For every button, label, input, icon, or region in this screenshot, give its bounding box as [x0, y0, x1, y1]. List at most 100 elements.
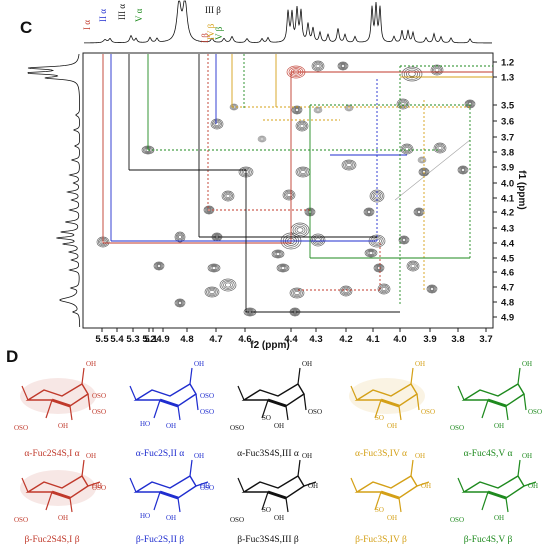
x-tick-label: 4.7 — [209, 334, 222, 345]
peak-label: V α — [134, 8, 144, 22]
structure-v-alpha: OH OSO OH OSO α-Fuc4S,V α — [450, 360, 542, 459]
svg-text:OH: OH — [274, 514, 284, 522]
peak-label: I α — [82, 20, 92, 30]
svg-text:OH: OH — [194, 452, 204, 460]
svg-text:OSO: OSO — [308, 408, 322, 416]
svg-text:OSO: OSO — [450, 424, 464, 432]
svg-text:OH: OH — [166, 514, 176, 522]
x-tick: 3.9 — [423, 328, 437, 345]
y-tick-label: 1.2 — [501, 58, 514, 69]
peak-label: IV β — [206, 23, 216, 40]
x-tick-label: 4.9 — [156, 334, 169, 345]
svg-text:SO: SO — [375, 414, 384, 422]
svg-text:OSO: OSO — [92, 392, 106, 400]
x-tick: 4.7 — [209, 328, 223, 345]
svg-text:OH: OH — [194, 360, 204, 368]
svg-text:OSO: OSO — [528, 408, 542, 416]
x-tick-label: 4.0 — [393, 334, 406, 345]
svg-text:OH: OH — [302, 452, 312, 460]
svg-text:OH: OH — [522, 452, 532, 460]
y-tick: 3.8 — [493, 148, 514, 159]
svg-text:OH: OH — [274, 422, 284, 430]
x-tick-label: 4.1 — [366, 334, 380, 345]
peak-labels: I α II α III α V α III β I βIV βV β — [82, 4, 224, 43]
peak-label: V β — [214, 26, 224, 40]
y-tick: 4.6 — [493, 268, 514, 279]
y-tick-label: 4.2 — [501, 208, 514, 219]
svg-text:OSO: OSO — [200, 392, 214, 400]
x-tick: 4.3 — [309, 328, 323, 345]
y-tick-label: 4.8 — [501, 298, 514, 309]
y-tick: 4.4 — [493, 239, 515, 250]
y-tick-label: 4.6 — [501, 268, 514, 279]
y-tick-label: 3.8 — [501, 148, 514, 159]
svg-text:OSO: OSO — [200, 408, 214, 416]
structure-caption: α-Fuc3S,IV α — [355, 449, 407, 459]
y-tick: 4.5 — [493, 254, 515, 265]
x-tick: 5.2 — [142, 328, 156, 345]
y-axis: 1.2 1.3 3.5 3.6 3.7 3.8 3.9 4.0 4.1 4.2 4.3 4.4 4.5 4… — [493, 58, 515, 324]
y-tick-label: 4.1 — [501, 194, 515, 205]
panel-c-label: C — [20, 18, 33, 37]
top-1d-spectrum — [83, 0, 493, 44]
svg-text:OSO: OSO — [421, 408, 435, 416]
svg-text:SO: SO — [375, 506, 384, 514]
svg-text:OH: OH — [86, 452, 96, 460]
x-tick: 4.4 — [284, 328, 298, 345]
peak-label: III β — [205, 5, 221, 15]
svg-text:OH: OH — [415, 452, 425, 460]
y-tick-label: 4.9 — [501, 313, 514, 324]
y-tick: 4.1 — [493, 194, 515, 205]
y-tick-label: 1.3 — [501, 73, 514, 84]
svg-text:OH: OH — [58, 514, 68, 522]
y-tick-label: 4.0 — [501, 179, 514, 190]
y-tick-label: 3.5 — [501, 101, 515, 112]
assignment-lines — [102, 54, 493, 313]
structure-iii-beta: OH OH OH OSO SO β-Fuc3S4S,III β — [230, 452, 318, 545]
structure-caption: β-Fuc3S4S,III β — [237, 535, 299, 545]
y-tick: 4.8 — [493, 298, 514, 309]
y-tick-label: 4.4 — [501, 239, 515, 250]
y-tick: 3.9 — [493, 163, 514, 174]
structure-caption: β-Fuc2S,II β — [136, 535, 184, 545]
svg-text:OH: OH — [494, 514, 504, 522]
y-tick-label: 3.7 — [501, 133, 514, 144]
x-tick: 4.1 — [366, 328, 380, 345]
x-tick: 4.8 — [180, 328, 194, 345]
structure-ii-alpha: OH OSO OSO OH HO α-Fuc2S,II α — [129, 360, 214, 459]
x-tick: 5.5 — [95, 328, 109, 345]
svg-text:SO: SO — [262, 506, 271, 514]
svg-text:HO: HO — [140, 420, 150, 428]
svg-text:HO: HO — [140, 512, 150, 520]
y-tick: 3.6 — [493, 117, 514, 128]
svg-text:OH: OH — [421, 482, 431, 490]
x-tick-label: 4.4 — [284, 334, 298, 345]
x-tick-label: 5.3 — [126, 334, 139, 345]
svg-text:OSO: OSO — [230, 516, 244, 524]
x-tick-label: 3.7 — [479, 334, 492, 345]
x-tick-label: 4.6 — [238, 334, 251, 345]
y-tick: 4.2 — [493, 208, 514, 219]
panel-d-label: D — [6, 347, 19, 366]
x-tick-label: 3.9 — [423, 334, 436, 345]
x-tick: 4.2 — [339, 328, 353, 345]
structure-caption: α-Fuc4S,V α — [464, 449, 513, 459]
y-tick: 4.9 — [493, 313, 514, 324]
hsqc-plot-frame — [82, 52, 494, 329]
y-tick-label: 4.3 — [501, 224, 514, 235]
peak-label: III α — [117, 4, 127, 20]
structure-iii-alpha: OH OSO OH OSO SO α-Fuc3S4S,III α — [230, 360, 322, 459]
structure-caption: α-Fuc2S,II α — [136, 449, 185, 459]
svg-text:OH: OH — [92, 482, 102, 490]
svg-text:OH: OH — [58, 422, 68, 430]
x-tick: 3.7 — [479, 328, 493, 345]
svg-text:OH: OH — [522, 360, 532, 368]
y-tick-label: 3.9 — [501, 163, 514, 174]
svg-text:OH: OH — [200, 482, 210, 490]
x-tick: 3.8 — [451, 328, 465, 345]
x-tick-label: 5.1 — [144, 334, 158, 345]
svg-text:OH: OH — [166, 422, 176, 430]
